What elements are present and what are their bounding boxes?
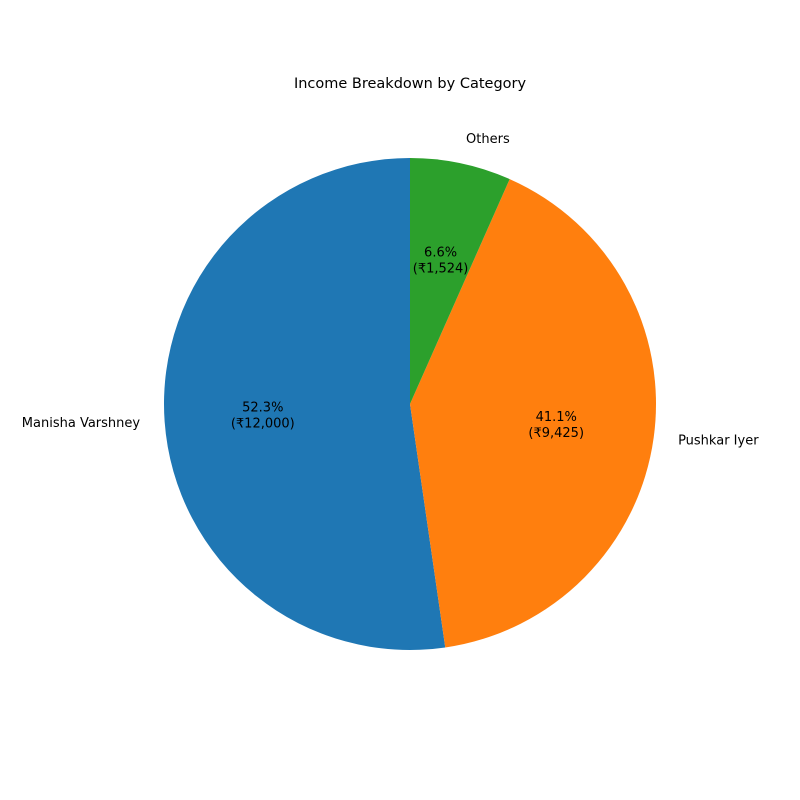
slice-label-2: Others [466, 132, 510, 147]
slice-value-label-2: 6.6% (₹1,524) [413, 246, 469, 277]
pie-slice-0 [163, 158, 446, 650]
pie-slices [163, 158, 656, 650]
slice-amount-0: (₹12,000) [231, 417, 295, 432]
slice-label-0: Manisha Varshney [22, 416, 141, 431]
chart-title: Income Breakdown by Category [294, 76, 527, 92]
pie-slice-2 [410, 158, 510, 404]
slice-percent-1: 41.1% [536, 410, 577, 425]
slice-value-label-0: 52.3% (₹12,000) [231, 401, 295, 432]
slice-amount-1: (₹9,425) [528, 426, 584, 441]
slice-label-1: Pushkar Iyer [678, 433, 759, 448]
slice-percent-2: 6.6% [424, 246, 457, 261]
slice-percent-0: 52.3% [242, 401, 283, 416]
slice-value-label-1: 41.1% (₹9,425) [528, 410, 584, 441]
pie-slice-1 [410, 179, 656, 648]
pie-labels: Manisha Varshney 52.3% (₹12,000) Pushkar Iy… [22, 132, 759, 449]
slice-amount-2: (₹1,524) [413, 262, 469, 277]
